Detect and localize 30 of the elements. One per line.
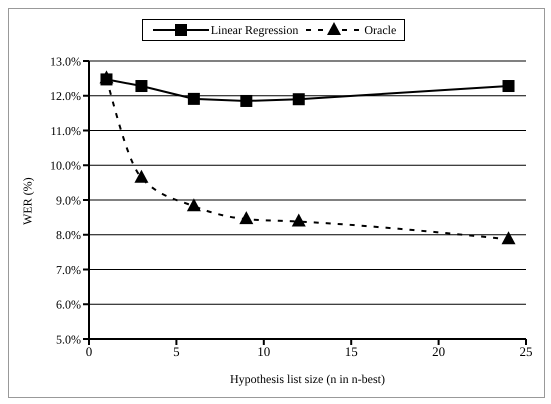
point xyxy=(186,198,201,212)
x-tick-label: 0 xyxy=(86,344,92,360)
point xyxy=(135,80,148,92)
y-axis-title: WER (%) xyxy=(20,177,34,225)
y-tick-label: 12.0% xyxy=(50,89,81,104)
y-tick-label: 7.0% xyxy=(56,262,81,277)
legend-label: Oracle xyxy=(364,22,396,38)
point xyxy=(240,94,252,107)
point xyxy=(134,170,148,183)
point xyxy=(502,231,516,244)
legend-label: Linear Regression xyxy=(210,22,298,38)
point xyxy=(292,93,305,106)
y-tick-label: 11.0% xyxy=(50,124,81,138)
y-tick-label: 10.0% xyxy=(50,158,81,173)
y-tick-label: 5.0% xyxy=(56,332,81,346)
y-tick-label: 9.0% xyxy=(56,193,81,208)
y-tick-label: 6.0% xyxy=(56,298,81,312)
y-tick-label: 13.0% xyxy=(50,54,81,68)
x-tick-label: 15 xyxy=(344,344,358,360)
x-tick-label: 5 xyxy=(173,344,180,360)
x-tick-label: 20 xyxy=(432,344,446,360)
x-axis-title: Hypothesis list size (n in n-best) xyxy=(230,372,385,386)
point xyxy=(239,211,254,224)
point xyxy=(100,73,112,86)
point xyxy=(188,92,200,105)
x-tick-label: 25 xyxy=(520,344,532,360)
x-tick-label: 10 xyxy=(257,344,270,360)
y-tick-label: 8.0% xyxy=(56,228,81,242)
point xyxy=(502,80,515,92)
point xyxy=(292,214,306,227)
